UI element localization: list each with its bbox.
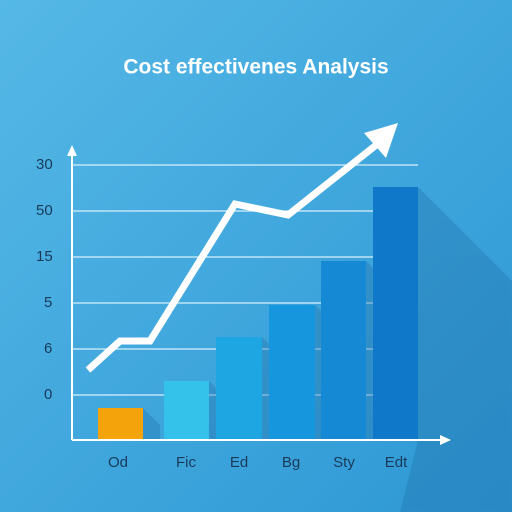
y-label: 30 xyxy=(36,156,53,173)
title: Cost effectivenes Analysis xyxy=(123,56,388,79)
bar xyxy=(98,408,143,440)
y-label: 5 xyxy=(44,294,52,311)
x-label: Sty xyxy=(333,454,355,471)
bar-shadow xyxy=(400,187,512,512)
bar xyxy=(164,381,209,440)
bar-shadow xyxy=(143,408,160,440)
trend-line xyxy=(85,139,383,373)
bar xyxy=(373,187,418,440)
bar xyxy=(269,305,315,440)
bar xyxy=(321,261,366,440)
x-label: Bg xyxy=(282,454,300,471)
axes xyxy=(67,145,451,445)
x-label: Fic xyxy=(176,454,196,471)
y-label: 50 xyxy=(36,202,53,219)
x-axis-arrow xyxy=(440,435,451,445)
bars xyxy=(98,187,418,440)
x-labels: Od Fic Ed Bg Sty Edt xyxy=(108,454,408,471)
x-label: Od xyxy=(108,454,128,471)
trend-arrowhead xyxy=(364,123,398,158)
bar xyxy=(216,337,262,440)
x-label: Ed xyxy=(230,454,248,471)
y-axis-arrow xyxy=(67,145,77,156)
trend-arrow xyxy=(85,123,398,373)
x-label: Edt xyxy=(385,454,408,471)
y-label: 6 xyxy=(44,340,52,357)
y-label: 0 xyxy=(44,386,52,403)
y-labels: 30 50 15 5 6 0 xyxy=(36,156,53,403)
y-label: 15 xyxy=(36,248,53,265)
